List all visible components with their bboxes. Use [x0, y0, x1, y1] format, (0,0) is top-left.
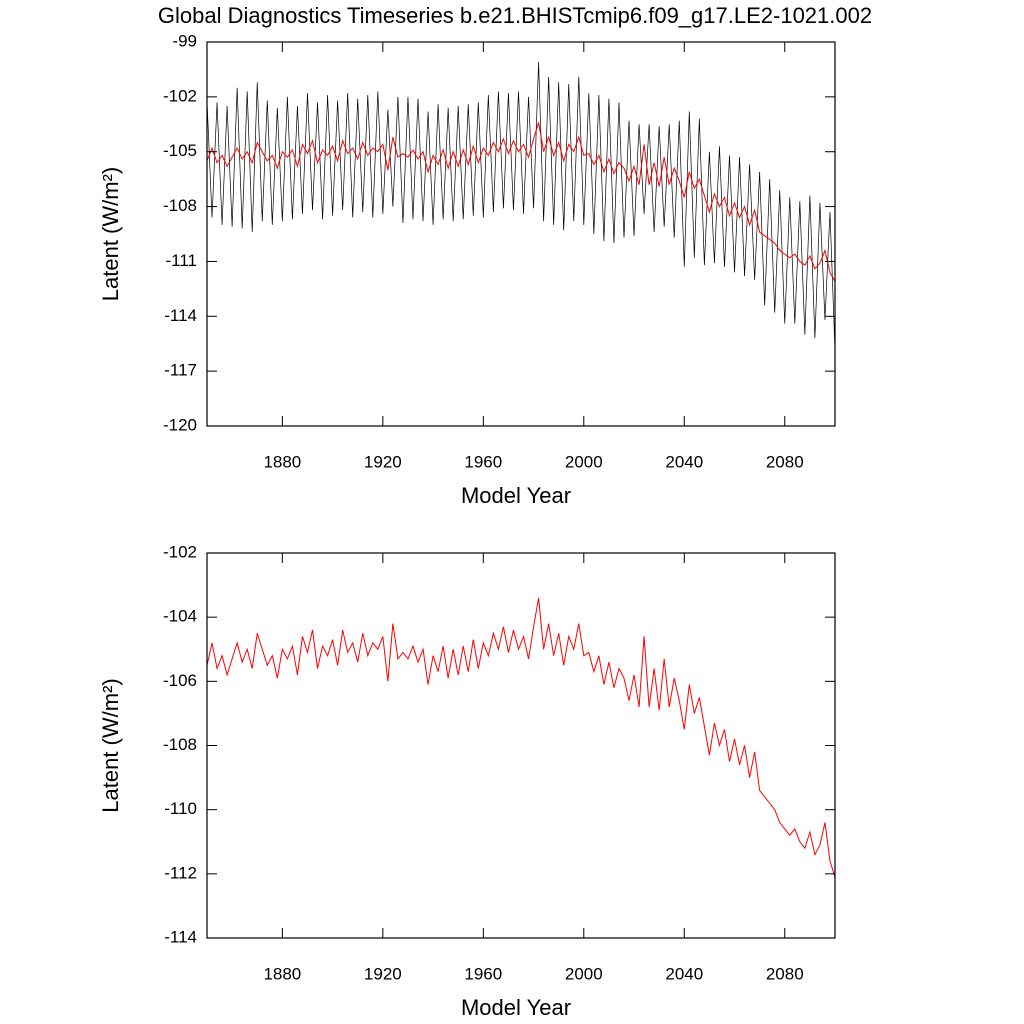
- x-axis-title: Model Year: [461, 995, 571, 1020]
- plot-frame: [206, 552, 836, 939]
- y-tick-label: -120: [163, 415, 197, 434]
- x-tick-label: 2080: [766, 452, 804, 471]
- y-tick-label: -108: [163, 196, 197, 215]
- y-tick-label: -114: [164, 306, 197, 325]
- y-tick-label: -108: [163, 735, 197, 754]
- x-tick-label: 2040: [665, 964, 703, 983]
- x-tick-label: 1960: [464, 452, 502, 471]
- y-tick-label: -106: [163, 671, 197, 690]
- y-tick-label: -114: [164, 927, 197, 946]
- y-tick-label: -102: [163, 86, 197, 105]
- x-tick-label: 1920: [364, 452, 402, 471]
- x-tick-label: 2000: [565, 964, 603, 983]
- y-tick-label: -99: [172, 31, 197, 50]
- x-tick-label: 2080: [766, 964, 804, 983]
- x-tick-label: 1920: [364, 964, 402, 983]
- y-tick-label: -105: [163, 141, 197, 160]
- y-tick-label: -111: [165, 251, 197, 270]
- plot-frame: [206, 41, 836, 427]
- y-tick-label: -110: [164, 799, 197, 818]
- x-tick-label: 1880: [263, 452, 301, 471]
- y-tick-label: -117: [164, 361, 197, 380]
- x-tick-label: 2000: [565, 452, 603, 471]
- x-tick-label: 2040: [665, 452, 703, 471]
- data-line: [206, 62, 836, 352]
- chart-title: Global Diagnostics Timeseries b.e21.BHIS…: [158, 3, 872, 28]
- y-tick-label: -102: [163, 542, 197, 561]
- data-line: [206, 597, 836, 878]
- y-axis-title: Latent (W/m²): [98, 167, 123, 301]
- data-line: [206, 122, 836, 282]
- y-tick-label: -112: [164, 863, 197, 882]
- y-axis-title: Latent (W/m²): [98, 678, 123, 812]
- x-tick-label: 1880: [263, 964, 301, 983]
- y-tick-label: -104: [163, 607, 197, 626]
- x-axis-title: Model Year: [461, 483, 571, 508]
- x-tick-label: 1960: [464, 964, 502, 983]
